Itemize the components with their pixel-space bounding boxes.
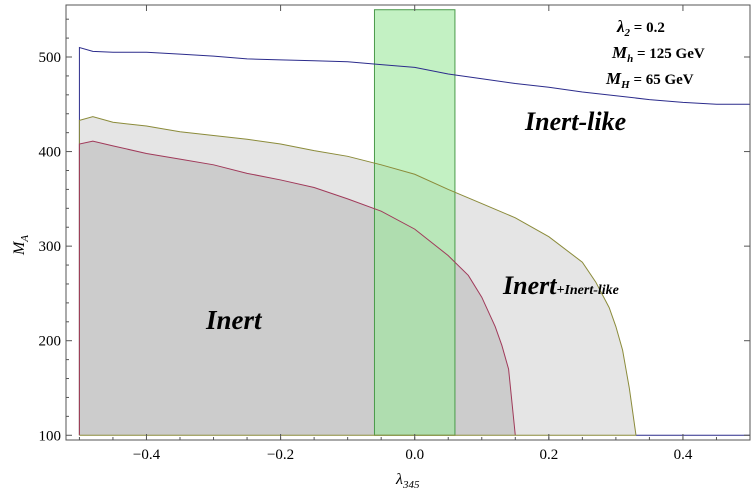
annotation-inert: Inert: [205, 305, 263, 335]
x-tick-label: 0.4: [674, 447, 693, 463]
x-tick-label: 0.0: [405, 447, 424, 463]
region-boundaries: [78, 46, 751, 436]
y-tick-label: 300: [39, 239, 62, 255]
axis-ticks: −0.4 −0.2 0.0 0.2 0.4 100 200 300 400 500: [39, 5, 751, 463]
plot-frame: [65, 4, 751, 441]
parameter-line: λ2 = 0.2: [616, 17, 665, 39]
y-tick-label: 200: [39, 334, 62, 350]
annotation-inert-plus: Inert+Inert-like: [502, 271, 619, 300]
x-tick-label: −0.2: [267, 447, 294, 463]
annotation-inert-like: Inert-like: [524, 107, 626, 136]
y-tick-label: 400: [39, 145, 62, 161]
boundary-inert: [78, 140, 516, 436]
boundary-inert-inert-like: [78, 116, 637, 436]
parameter-block: λ2 = 0.2 Mh = 125 GeV MH = 65 GeV: [605, 17, 705, 91]
x-tick-label: −0.4: [133, 447, 161, 463]
annotations: Inert-like Inert+Inert-like Inert: [205, 107, 626, 335]
y-tick-label: 100: [39, 428, 62, 444]
green-band: [373, 9, 456, 436]
x-axis-label: λ345: [395, 471, 420, 491]
boundary-inert-like: [78, 46, 751, 436]
parameter-line: MH = 65 GeV: [605, 69, 694, 91]
parameter-line: Mh = 125 GeV: [611, 43, 705, 65]
x-tick-label: 0.2: [539, 447, 558, 463]
y-axis-label: MA: [11, 235, 31, 256]
y-tick-label: 500: [39, 50, 62, 66]
